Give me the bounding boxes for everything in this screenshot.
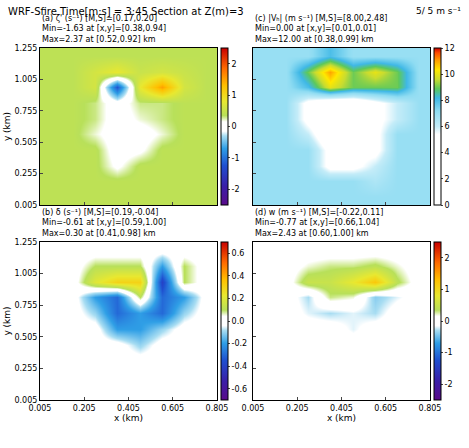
svg-text:0.505: 0.505: [14, 138, 37, 147]
svg-text:0.255: 0.255: [14, 169, 37, 178]
svg-text:0.505: 0.505: [14, 333, 37, 342]
svg-text:0.605: 0.605: [374, 404, 397, 413]
svg-text:0.255: 0.255: [14, 364, 37, 373]
svg-text:0.755: 0.755: [14, 107, 37, 116]
svg-text:12: 12: [445, 44, 455, 53]
svg-text:-1: -1: [445, 348, 453, 357]
svg-text:0.805: 0.805: [419, 404, 442, 413]
svg-text:8: 8: [445, 96, 450, 105]
svg-text:2: 2: [232, 60, 237, 69]
svg-text:10: 10: [445, 70, 455, 79]
svg-text:x (km): x (km): [114, 413, 143, 423]
svg-text:y (km): y (km): [2, 112, 12, 141]
svg-text:1.005: 1.005: [14, 75, 37, 84]
svg-text:(a) ζ' (s⁻¹) [M,S]=[0.17,0.20]: (a) ζ' (s⁻¹) [M,S]=[0.17,0.20]Min=-1.63 …: [42, 14, 166, 44]
svg-text:0.805: 0.805: [206, 404, 229, 413]
svg-text:2: 2: [445, 254, 450, 263]
svg-text:0.005: 0.005: [29, 404, 52, 413]
svg-text:0: 0: [445, 201, 450, 210]
svg-text:0.205: 0.205: [73, 404, 96, 413]
svg-text:0.755: 0.755: [14, 301, 37, 310]
svg-text:0.605: 0.605: [161, 404, 184, 413]
svg-text:y (km): y (km): [2, 306, 12, 335]
svg-text:1: 1: [232, 91, 237, 100]
svg-text:0.0: 0.0: [232, 317, 245, 326]
svg-text:0.005: 0.005: [14, 201, 37, 210]
svg-text:2: 2: [445, 175, 450, 184]
svg-text:(c) |Vₕ| (m s⁻¹) [M,S]=[8.00,2: (c) |Vₕ| (m s⁻¹) [M,S]=[8.00,2.48]Min=0.…: [255, 14, 387, 44]
svg-text:-0.6: -0.6: [232, 385, 248, 394]
svg-text:1: 1: [445, 285, 450, 294]
svg-text:1.255: 1.255: [14, 44, 37, 53]
svg-text:6: 6: [445, 122, 450, 131]
svg-text:5/ 5 m s⁻¹: 5/ 5 m s⁻¹: [416, 6, 461, 16]
svg-text:0.405: 0.405: [117, 404, 140, 413]
svg-text:-2: -2: [232, 185, 240, 194]
svg-text:-1: -1: [232, 154, 240, 163]
svg-text:-0.4: -0.4: [232, 362, 248, 371]
svg-text:0.4: 0.4: [232, 272, 245, 281]
svg-text:0.405: 0.405: [330, 404, 353, 413]
svg-text:0.205: 0.205: [286, 404, 309, 413]
svg-text:0.005: 0.005: [242, 404, 265, 413]
svg-text:x (km): x (km): [327, 413, 356, 423]
svg-text:-0.2: -0.2: [232, 339, 248, 348]
svg-text:0: 0: [232, 122, 237, 131]
svg-text:0.6: 0.6: [232, 249, 245, 258]
svg-text:-2: -2: [445, 380, 453, 389]
svg-text:0.2: 0.2: [232, 294, 245, 303]
svg-text:0: 0: [445, 317, 450, 326]
svg-text:0.005: 0.005: [14, 396, 37, 405]
svg-text:(b) δ (s⁻¹) [M,S]=[0.19,-0.04]: (b) δ (s⁻¹) [M,S]=[0.19,-0.04]Min=-0.61 …: [42, 208, 166, 238]
svg-text:WRF-Sfire Time[m:s] = 3:45 Sec: WRF-Sfire Time[m:s] = 3:45 Section at Z(…: [8, 6, 244, 17]
svg-text:1.005: 1.005: [14, 269, 37, 278]
svg-text:4: 4: [445, 148, 450, 157]
svg-text:1.255: 1.255: [14, 238, 37, 247]
svg-text:(d) w (m s⁻¹) [M,S]=[-0.22,0.1: (d) w (m s⁻¹) [M,S]=[-0.22,0.11]Min=-0.7…: [255, 208, 383, 238]
